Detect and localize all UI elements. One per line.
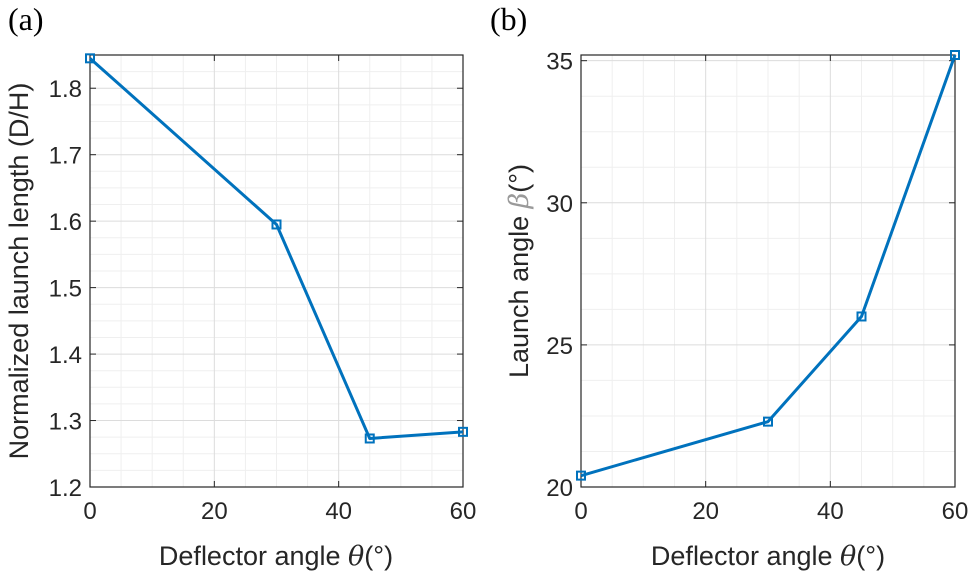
theta-symbol: θ bbox=[348, 541, 364, 572]
panel-a-label: (a) bbox=[8, 1, 44, 37]
panel-b-series-line bbox=[580, 54, 957, 478]
panel-a-ytick-label: 1.7 bbox=[49, 143, 82, 170]
panel-a-xlabel-text: Deflector angle bbox=[159, 541, 348, 571]
panel-a-ytick-label: 1.5 bbox=[49, 276, 82, 303]
panel-b-series bbox=[576, 50, 960, 481]
panel-a-grid bbox=[89, 54, 464, 488]
panel-a-xtick-label: 60 bbox=[450, 498, 477, 525]
panel-b-xtick-label: 0 bbox=[574, 498, 587, 525]
panel-a-axes bbox=[89, 54, 464, 488]
panel-a-data-point bbox=[458, 426, 468, 437]
panel-a-series bbox=[85, 53, 468, 444]
panel-a-xtick-label: 20 bbox=[201, 498, 228, 525]
panel-b-ytick-label: 25 bbox=[546, 333, 573, 360]
panel-b-xtick-label: 20 bbox=[692, 498, 719, 525]
panel-b-ytick-label: 20 bbox=[546, 475, 573, 502]
panel-a-ytick-label: 1.3 bbox=[49, 409, 82, 436]
panel-b-ytick-label: 35 bbox=[546, 49, 573, 76]
panel-a-xlabel-unit: (°) bbox=[364, 541, 393, 571]
panel-b-xtick-label: 40 bbox=[817, 498, 844, 525]
panel-a-series-line bbox=[89, 57, 464, 440]
panel-b-data-point bbox=[950, 50, 960, 60]
panel-a-ylabel: Normalized launch length (D/H) bbox=[4, 83, 34, 460]
theta-symbol: θ bbox=[840, 541, 856, 572]
panel-b-ytick-label: 30 bbox=[546, 191, 573, 218]
panel-b-ylabel: Launch angle β(°) bbox=[504, 164, 535, 378]
panel-b-xlabel: Deflector angle θ(°) bbox=[651, 541, 885, 572]
panel-b-xtick-label: 60 bbox=[942, 498, 969, 525]
panel-a-ytick-label: 1.8 bbox=[49, 76, 82, 103]
panel-a-ytick-label: 1.4 bbox=[49, 342, 82, 369]
panel-b-ylabel-unit: (°) bbox=[504, 164, 534, 193]
panel-a-xlabel: Deflector angle θ(°) bbox=[159, 541, 393, 572]
panel-b-data-point bbox=[856, 311, 867, 322]
panel-a-ticks: 0 20 40 60 1.2 1.3 1.4 1.5 1.6 1.7 1.8 bbox=[49, 55, 477, 525]
panel-a-data-point bbox=[364, 433, 375, 444]
panel-b-ylabel-text: Launch angle bbox=[504, 208, 534, 378]
panel-b-xlabel-unit: (°) bbox=[856, 541, 885, 571]
panel-b-data-point bbox=[576, 470, 586, 481]
panel-a: (a) 0 20 40 60 1.2 1.3 1.4 1.5 1.6 1.7 1.8 Normali… bbox=[4, 1, 476, 572]
panel-b-axes bbox=[580, 54, 956, 488]
panel-a-ytick-label: 1.2 bbox=[49, 475, 82, 502]
panel-a-xtick-label: 40 bbox=[325, 498, 352, 525]
panel-b-label: (b) bbox=[490, 1, 527, 37]
panel-b-data-point bbox=[763, 416, 773, 427]
panel-a-xtick-label: 0 bbox=[83, 498, 96, 525]
panel-a-ytick-label: 1.6 bbox=[49, 209, 82, 236]
panel-b-xlabel-text: Deflector angle bbox=[651, 541, 840, 571]
panel-a-data-point bbox=[85, 53, 95, 64]
panel-a-data-point bbox=[271, 219, 282, 230]
beta-symbol: β bbox=[504, 193, 535, 210]
